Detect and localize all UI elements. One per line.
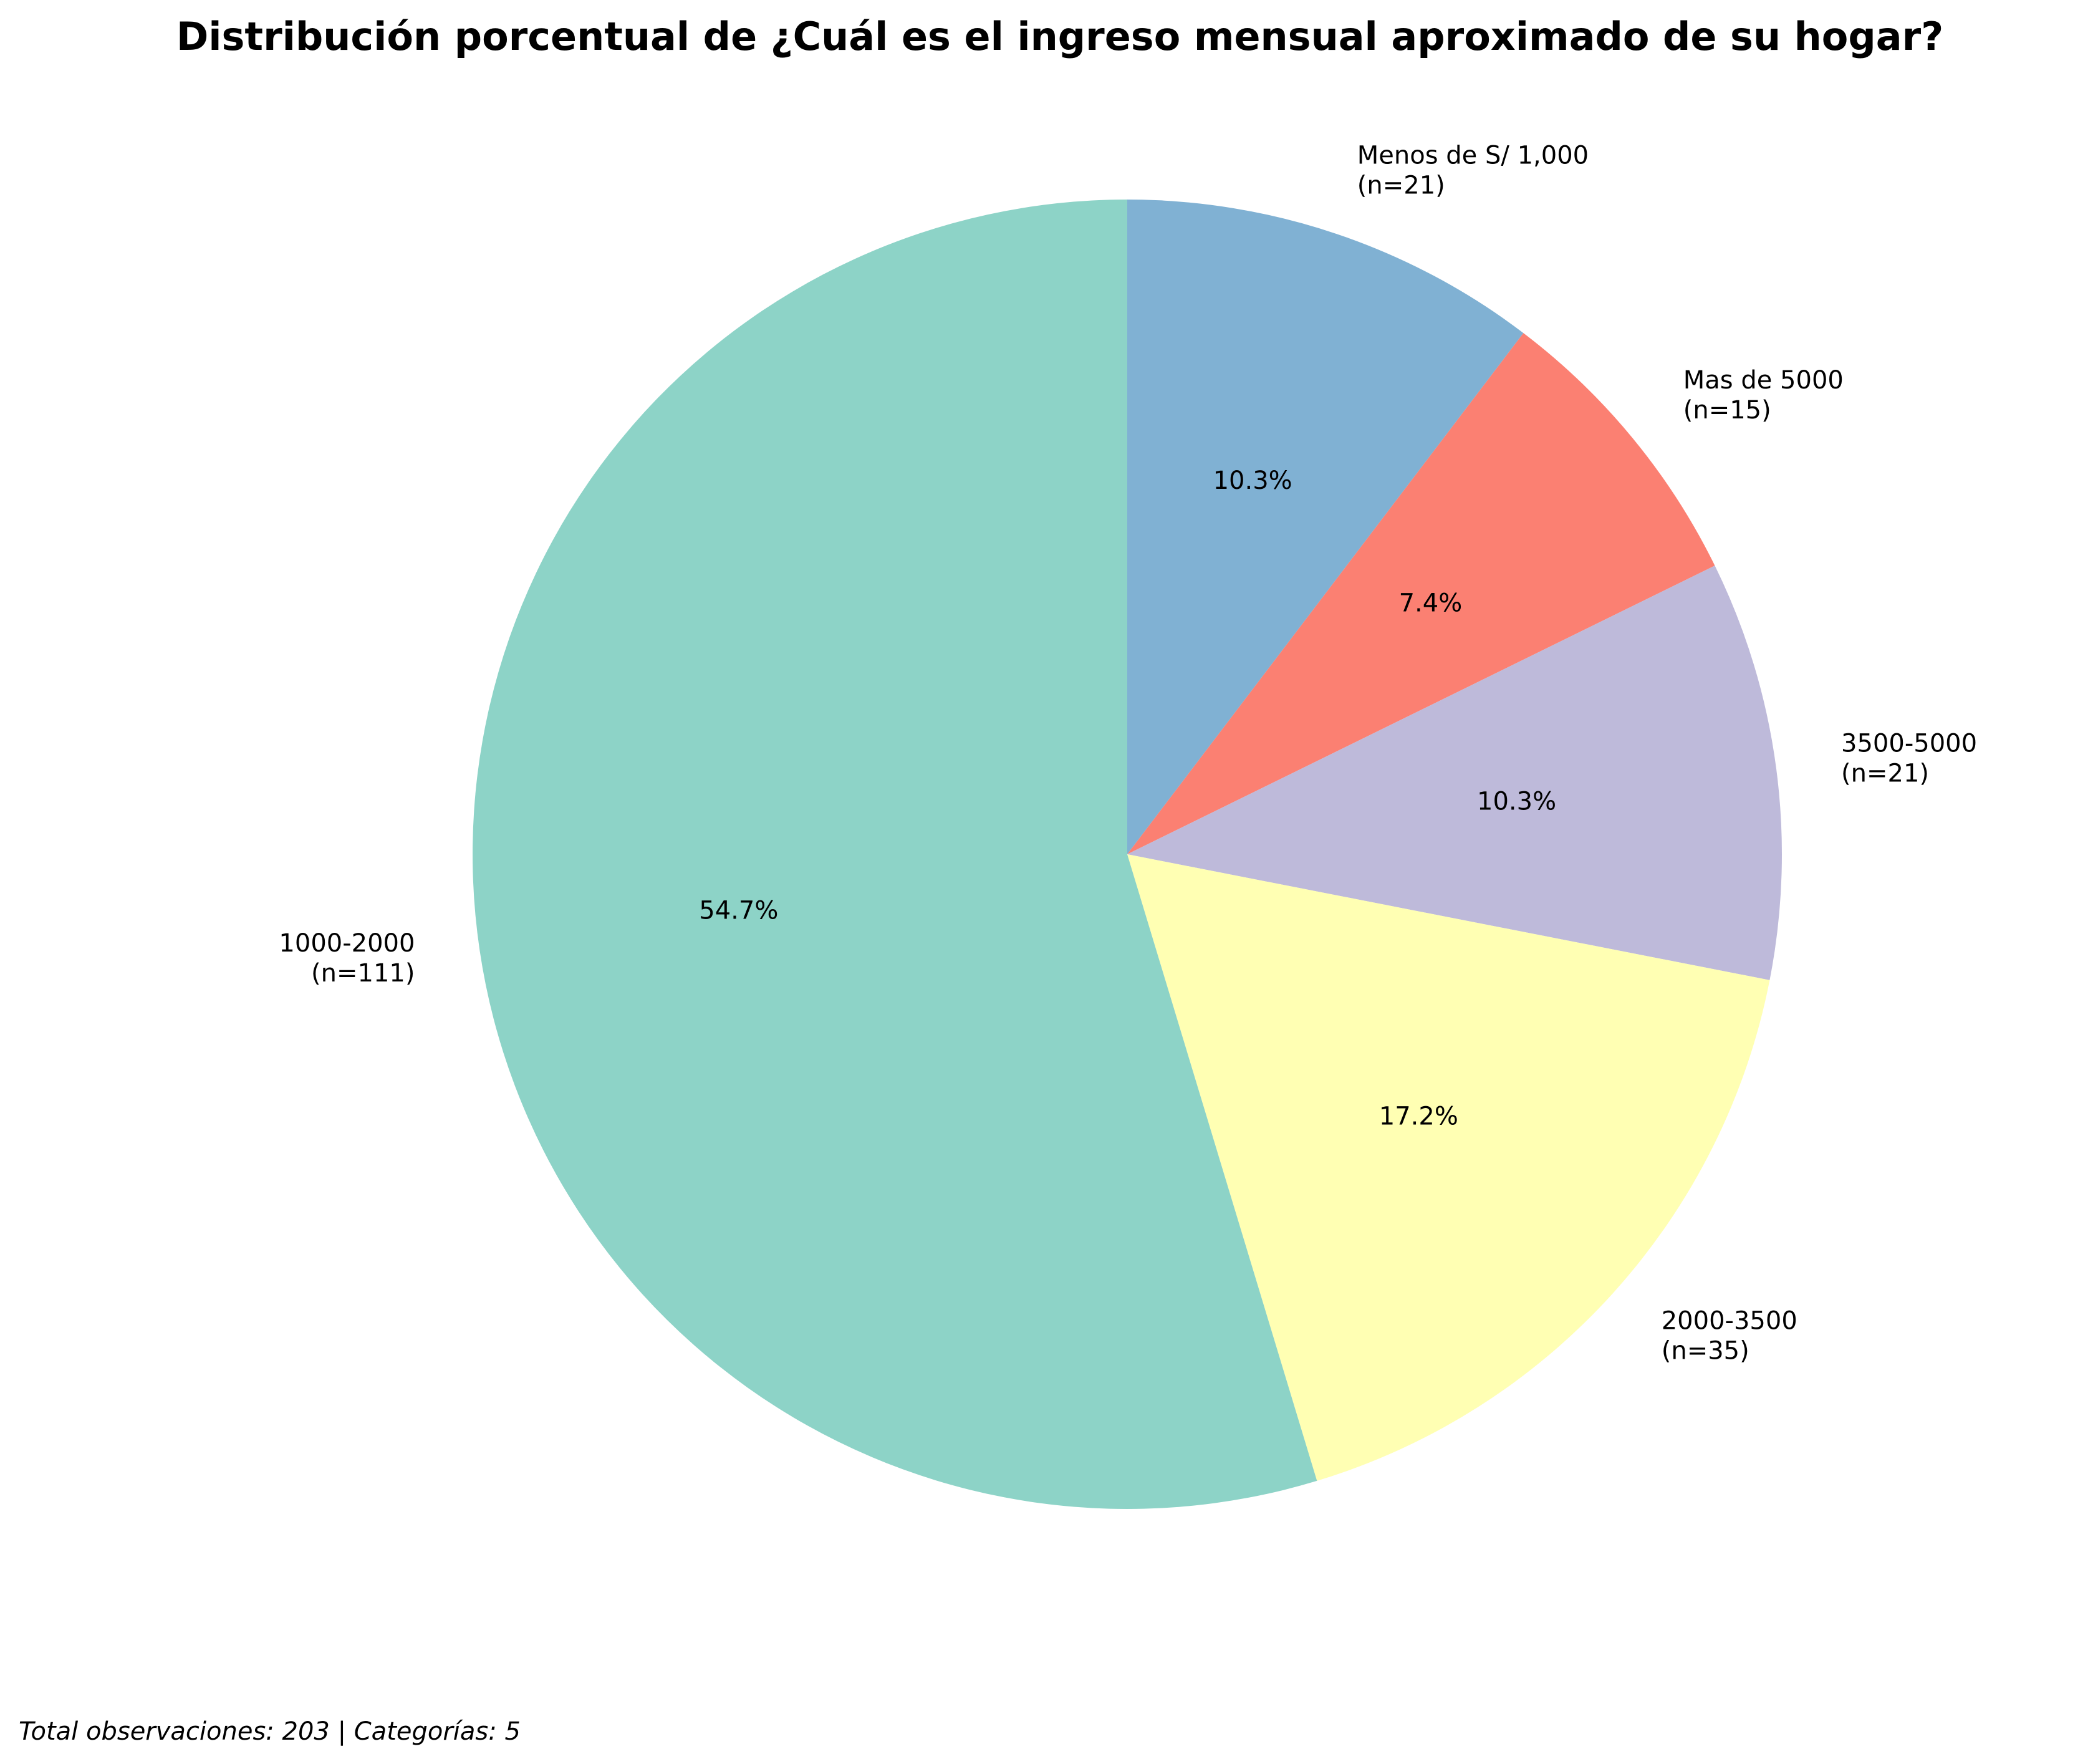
slice-label-count: (n=35) (1662, 1337, 1749, 1366)
percent-labels: 10.3% 7.4% 10.3% 17.2% 54.7% (699, 466, 1556, 1131)
pie-slices (472, 200, 1782, 1509)
slice-label-2000-3500: 2000-3500 (n=35) (1662, 1307, 1797, 1366)
slice-label-count: (n=15) (1683, 396, 1771, 425)
percent-label-2000-3500: 17.2% (1379, 1102, 1458, 1131)
pie-slice-3500-5000 (1127, 566, 1782, 980)
pie-slice-mas-de-5000 (1127, 333, 1715, 854)
pie-slice-menos-de-s-1-000 (1127, 200, 1524, 854)
percent-label-menos-de-s-1-000: 10.3% (1213, 466, 1292, 495)
footer-note: Total observaciones: 203 | Categorías: 5 (19, 1717, 521, 1746)
percent-label-3500-5000: 10.3% (1477, 787, 1556, 816)
slice-label-menos-de-s-1-000: Menos de S/ 1,000 (n=21) (1357, 141, 1589, 200)
slice-label-mas-de-5000: Mas de 5000 (n=15) (1683, 366, 1844, 425)
slice-label-3500-5000: 3500-5000 (n=21) (1841, 730, 1977, 788)
slice-label-name: Menos de S/ 1,000 (1357, 141, 1589, 170)
slice-label-1000-2000: 1000-2000 (n=111) (279, 929, 415, 988)
percent-label-1000-2000: 54.7% (699, 896, 778, 925)
pie-slice-2000-3500 (1127, 854, 1770, 1481)
slice-label-name: Mas de 5000 (1683, 366, 1844, 395)
slice-label-count: (n=21) (1357, 171, 1445, 200)
slice-label-count: (n=111) (311, 959, 415, 988)
slice-label-count: (n=21) (1841, 759, 1929, 788)
slice-label-name: 3500-5000 (1841, 730, 1977, 758)
chart-title: Distribución porcentual de ¿Cuál es el i… (176, 14, 1943, 59)
percent-label-mas-de-5000: 7.4% (1399, 589, 1463, 618)
slice-label-name: 2000-3500 (1662, 1307, 1797, 1336)
pie-slice-1000-2000 (472, 200, 1317, 1509)
slice-label-name: 1000-2000 (279, 929, 415, 958)
slice-labels: Menos de S/ 1,000 (n=21)Mas de 5000 (n=15)… (279, 141, 1977, 1365)
